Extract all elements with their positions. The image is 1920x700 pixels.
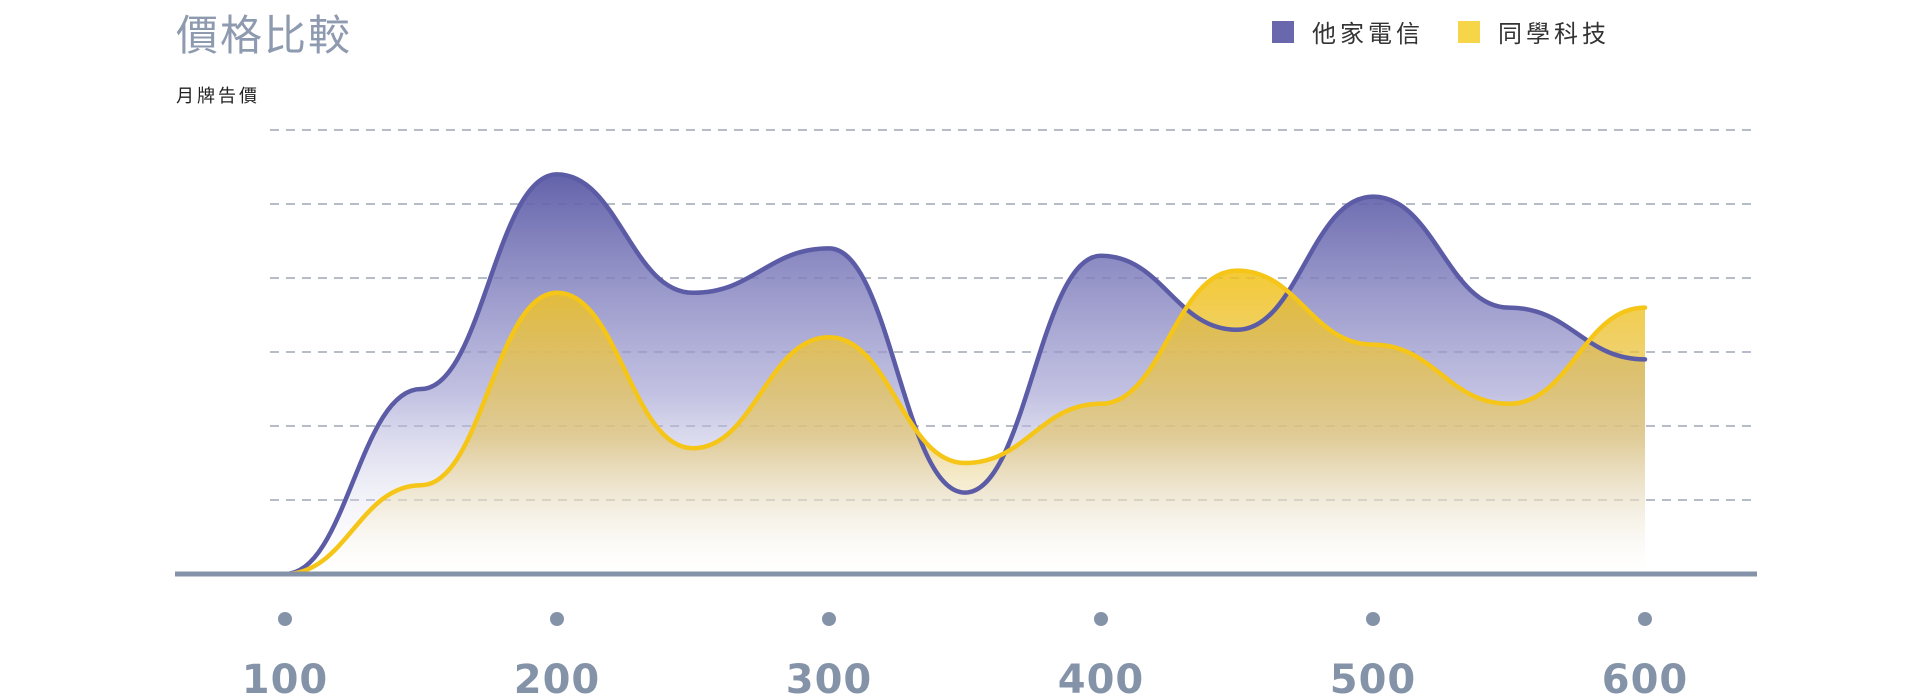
x-tick-label: 400 <box>1058 657 1145 700</box>
x-tick-label: 100 <box>242 657 329 700</box>
x-tick-dot <box>550 612 564 626</box>
legend-swatch-series-1 <box>1272 20 1294 43</box>
legend-label-series-2: 同學科技 <box>1498 20 1610 48</box>
x-tick-dot <box>1638 612 1652 626</box>
legend-swatch-series-2 <box>1458 20 1480 43</box>
series-line-2 <box>282 268 1648 577</box>
series-lines <box>282 172 1648 577</box>
x-tick-label: 300 <box>786 657 873 700</box>
x-tick-label: 200 <box>514 657 601 700</box>
series-areas <box>285 174 1645 574</box>
series-area-2 <box>285 270 1645 574</box>
x-tick-dot <box>1094 612 1108 626</box>
legend-item-series-1: 他家電信 <box>1272 14 1424 49</box>
y-axis-label: 月牌告價 <box>176 86 260 107</box>
x-tick-dot <box>822 612 836 626</box>
legend: 他家電信 同學科技 <box>1272 14 1644 49</box>
x-tick-dot <box>278 612 292 626</box>
series-line-1 <box>282 172 1648 577</box>
x-tick-label: 500 <box>1330 657 1417 700</box>
x-tick-dot <box>1366 612 1380 626</box>
x-tick-label: 600 <box>1602 657 1689 700</box>
legend-label-series-1: 他家電信 <box>1312 20 1424 48</box>
legend-item-series-2: 同學科技 <box>1458 14 1610 49</box>
chart-title: 價格比較 <box>176 11 353 60</box>
x-axis-ticks: 100 200 300 400 500 600 <box>242 612 1689 700</box>
